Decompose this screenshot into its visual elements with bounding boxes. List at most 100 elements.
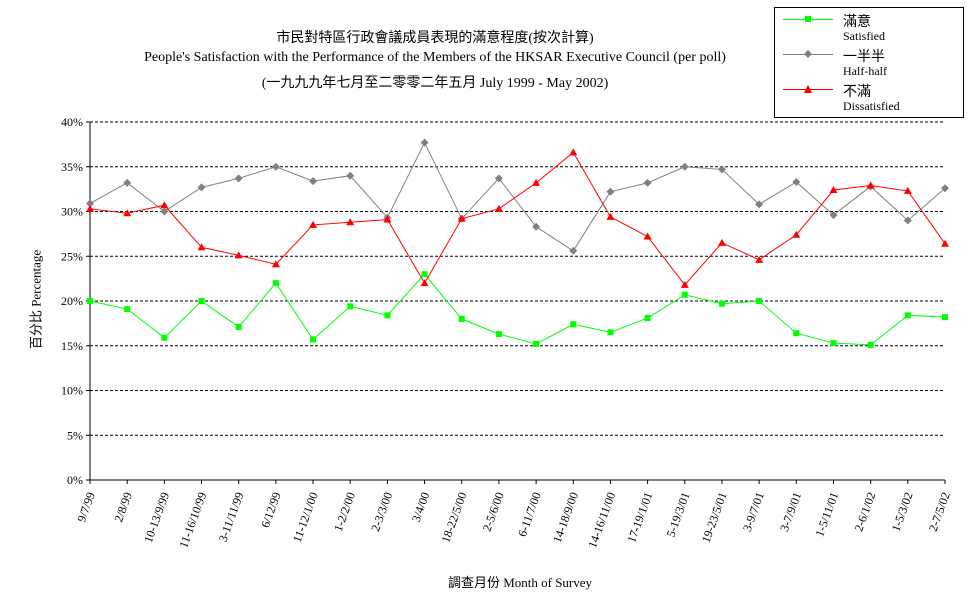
- point-satisfied: [310, 336, 317, 343]
- series-line-half-half: [89, 141, 946, 252]
- x-tick-label: 3-11/11/99: [216, 490, 247, 543]
- x-tick-label: 14-18/9/00: [550, 490, 581, 544]
- point-satisfied: [570, 321, 577, 328]
- legend-label-zh: 滿意: [843, 15, 871, 30]
- point-satisfied: [533, 340, 540, 347]
- point-half-half: [569, 246, 578, 255]
- point-half-half: [941, 184, 949, 193]
- point-dissatisfied: [160, 201, 169, 209]
- legend-label-zh: 不滿: [843, 85, 871, 100]
- legend-label-en: Satisfied: [843, 29, 885, 43]
- x-tick-label: 1-5/3/02: [889, 490, 916, 533]
- legend-label-en: Half-half: [843, 64, 887, 78]
- point-satisfied: [161, 334, 168, 341]
- y-tick-label: 40%: [61, 115, 83, 129]
- point-dissatisfied: [680, 280, 689, 288]
- point-dissatisfied: [271, 260, 280, 268]
- point-half-half: [234, 174, 243, 183]
- point-half-half: [606, 187, 615, 196]
- point-dissatisfied: [494, 204, 503, 212]
- x-tick-label: 3/4/00: [409, 490, 433, 524]
- point-satisfied: [272, 280, 279, 287]
- point-half-half: [532, 222, 541, 231]
- x-tick-label: 3-9/7/01: [740, 490, 767, 533]
- point-dissatisfied: [569, 148, 578, 156]
- point-satisfied: [904, 312, 911, 319]
- point-half-half: [420, 138, 429, 147]
- point-dissatisfied: [866, 181, 875, 189]
- point-satisfied: [867, 341, 874, 348]
- point-half-half: [643, 178, 652, 187]
- square-marker-icon: [805, 16, 811, 22]
- legend-item-satisfied: 滿意 Satisfied: [775, 11, 965, 45]
- series-line-dissatisfied: [89, 151, 946, 286]
- point-half-half: [271, 162, 280, 171]
- chart-subtitle-period: (一九九九年七月至二零零二年五月 July 1999 - May 2002): [261, 76, 609, 91]
- point-half-half: [717, 165, 726, 174]
- x-tick-label: 10-13/9/99: [141, 490, 172, 544]
- point-satisfied: [607, 329, 614, 336]
- x-tick-label: 3-7/9/01: [777, 490, 804, 533]
- y-tick-label: 20%: [61, 294, 83, 308]
- x-tick-label: 18-22/5/00: [438, 490, 469, 544]
- x-axis-label: 調查月份 Month of Survey: [447, 575, 593, 590]
- y-tick-label: 35%: [61, 160, 83, 174]
- chart-title-chinese: 市民對特區行政會議成員表現的滿意程度(按次計算): [276, 31, 594, 46]
- x-tick-label: 17-19/1/01: [624, 490, 655, 544]
- point-half-half: [755, 200, 764, 209]
- y-tick-label: 30%: [61, 205, 83, 219]
- point-satisfied: [793, 330, 800, 337]
- y-tick-label: 15%: [61, 339, 83, 353]
- point-dissatisfied: [309, 220, 318, 228]
- point-dissatisfied: [717, 238, 726, 246]
- point-half-half: [792, 177, 801, 186]
- point-half-half: [86, 199, 94, 208]
- x-tick-label: 2/8/99: [111, 490, 135, 524]
- point-satisfied: [124, 306, 131, 313]
- x-tick-label: 2-6/1/02: [851, 490, 878, 533]
- point-satisfied: [644, 315, 651, 322]
- point-half-half: [903, 216, 912, 225]
- point-half-half: [680, 162, 689, 171]
- point-satisfied: [830, 340, 837, 347]
- point-satisfied: [235, 323, 242, 330]
- x-tick-label: 2-7/5/02: [926, 490, 953, 533]
- y-tick-label: 0%: [67, 473, 83, 487]
- triangle-marker-icon: [804, 85, 812, 93]
- x-tick-label: 5-19/3/01: [663, 490, 692, 539]
- legend: 滿意 Satisfied 一半半 Half-half 不滿 Dissatisfi…: [774, 7, 964, 118]
- point-dissatisfied: [643, 232, 652, 240]
- y-axis-label: 百分比 Percentage: [28, 249, 44, 350]
- point-satisfied: [384, 312, 391, 319]
- point-half-half: [160, 207, 169, 216]
- x-tick-label: 2-3/3/00: [368, 490, 395, 533]
- series-line-satisfied: [89, 273, 946, 346]
- y-tick-label: 25%: [61, 249, 83, 263]
- x-tick-label: 6-11/7/00: [515, 490, 544, 538]
- x-tick-label: 19-23/5/01: [699, 490, 730, 544]
- x-tick-label: 1-5/11/01: [812, 490, 841, 538]
- point-satisfied: [458, 315, 465, 322]
- point-dissatisfied: [346, 218, 355, 226]
- point-dissatisfied: [234, 251, 243, 259]
- x-tick-label: 11-16/10/99: [176, 490, 209, 549]
- x-tick-label: 1-2/2/00: [331, 490, 358, 533]
- legend-label-en: Dissatisfied: [843, 99, 900, 113]
- point-dissatisfied: [903, 186, 912, 194]
- point-dissatisfied: [829, 186, 838, 194]
- x-tick-label: 6/12/99: [258, 490, 284, 529]
- point-dissatisfied: [420, 279, 429, 287]
- x-tick-label: 9/7/99: [74, 490, 98, 524]
- point-satisfied: [681, 291, 688, 298]
- legend-item-half-half: 一半半 Half-half: [775, 46, 965, 80]
- point-satisfied: [421, 271, 428, 278]
- point-dissatisfied: [457, 214, 466, 222]
- x-tick-label: 14-16/11/00: [585, 490, 618, 549]
- point-half-half: [123, 178, 132, 187]
- point-half-half: [309, 177, 318, 186]
- point-satisfied: [198, 298, 205, 304]
- point-dissatisfied: [941, 239, 949, 247]
- point-satisfied: [347, 303, 354, 310]
- point-dissatisfied: [606, 212, 615, 220]
